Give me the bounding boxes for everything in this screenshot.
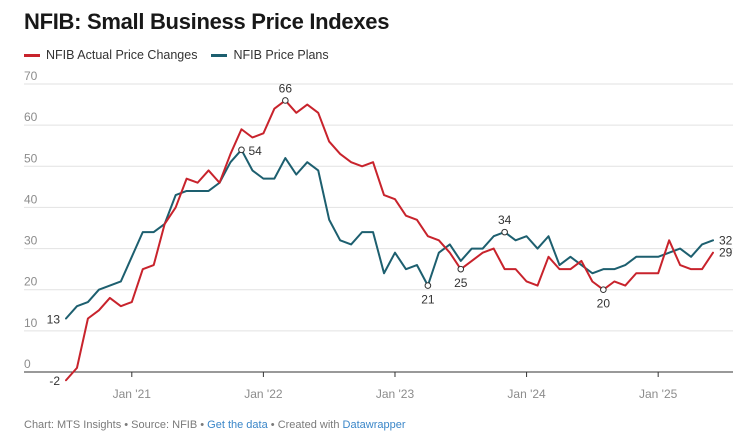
data-label: 13 [47, 313, 61, 327]
legend-item-actual: NFIB Actual Price Changes [24, 48, 197, 62]
footer-separator: • [267, 419, 278, 431]
series-line-price-plans [65, 148, 714, 320]
y-tick-label: 70 [24, 69, 38, 83]
footer-source: Source: NFIB [131, 419, 198, 431]
legend: NFIB Actual Price Changes NFIB Price Pla… [24, 48, 343, 62]
data-label: 20 [597, 297, 611, 311]
x-tick-label: Jan '24 [507, 387, 546, 401]
legend-label-plans: NFIB Price Plans [233, 48, 329, 62]
footer-created-with: Created with [277, 419, 340, 431]
chart-title: NFIB: Small Business Price Indexes [24, 9, 390, 34]
x-tick-label: Jan '22 [244, 387, 283, 401]
legend-swatch-actual [24, 53, 40, 57]
get-the-data-link[interactable]: Get the data [207, 419, 268, 431]
data-label: -2 [49, 374, 60, 388]
y-tick-label: 10 [24, 316, 38, 330]
annotation-marker [238, 146, 245, 154]
x-tick-label: Jan '25 [639, 387, 678, 401]
y-tick-label: 0 [24, 357, 31, 371]
x-tick-label: Jan '23 [376, 387, 415, 401]
footer-separator: • [197, 419, 208, 431]
y-tick-label: 50 [24, 151, 38, 165]
footer-separator: • [121, 419, 132, 431]
data-label: 25 [454, 276, 468, 290]
legend-item-plans: NFIB Price Plans [211, 48, 329, 62]
annotation-marker [424, 282, 432, 289]
data-label: 54 [248, 144, 262, 158]
legend-label-actual: NFIB Actual Price Changes [46, 48, 198, 62]
y-tick-label: 30 [24, 234, 38, 248]
datawrapper-link[interactable]: Datawrapper [342, 419, 406, 431]
footer: Chart: MTS Insights • Source: NFIB • Get… [24, 419, 406, 431]
y-tick-label: 60 [24, 110, 38, 124]
annotation-marker [501, 228, 508, 236]
data-label: 32 [719, 233, 733, 247]
footer-chart-credit: Chart: MTS Insights [24, 419, 122, 431]
annotation-marker [600, 286, 607, 294]
series-line-actual-price-changes [65, 99, 714, 382]
legend-swatch-plans [211, 53, 228, 57]
x-tick-label: Jan '21 [113, 387, 152, 401]
y-tick-label: 20 [24, 275, 38, 289]
data-label: 34 [498, 213, 512, 227]
data-label: 66 [279, 81, 293, 95]
y-tick-label: 40 [24, 192, 38, 206]
data-label: 29 [719, 246, 733, 260]
annotation-marker [457, 265, 465, 273]
data-label: 21 [421, 293, 435, 307]
annotation-marker [282, 97, 289, 104]
